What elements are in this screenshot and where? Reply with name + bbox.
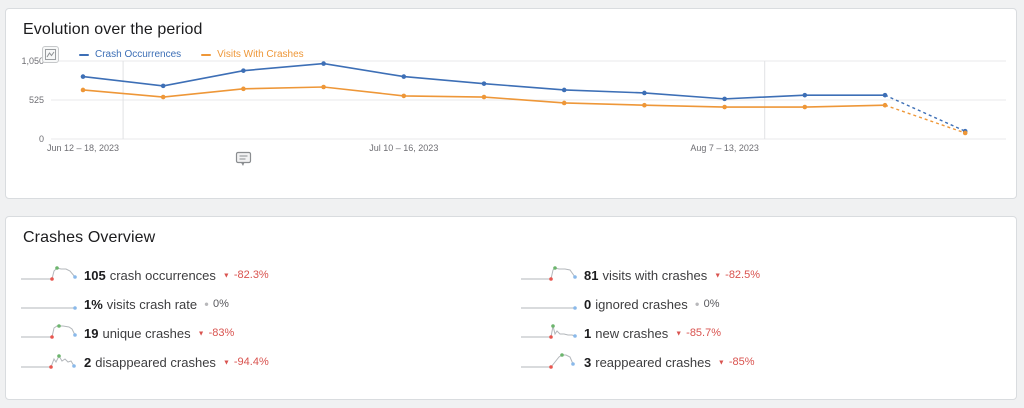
crashes-overview-title: Crashes Overview xyxy=(23,229,156,246)
metric-value: 3 xyxy=(584,354,592,370)
annotation-comment-icon[interactable] xyxy=(235,151,253,168)
metric-row[interactable]: 1% visits crash rate ● 0% xyxy=(21,293,521,315)
evolution-card: Evolution over the period Crash Occurren… xyxy=(5,8,1017,199)
legend-swatch-crash-occurrences xyxy=(79,53,89,56)
metric-label: visits crash rate xyxy=(106,296,198,312)
metrics-grid: 105 crash occurrences ▼ -82.3% 81 visits… xyxy=(21,264,1003,373)
svg-text:Aug 7 – 13, 2023: Aug 7 – 13, 2023 xyxy=(690,143,759,153)
metric-row[interactable]: 1 new crashes ▼ -85.7% xyxy=(521,322,1003,344)
metric-sparkline xyxy=(21,324,77,339)
metric-change: -94.4% xyxy=(233,356,269,368)
svg-text:Jun 12 – 18, 2023: Jun 12 – 18, 2023 xyxy=(47,143,119,153)
metric-label: visits with crashes xyxy=(602,267,708,283)
crashes-overview-card: Crashes Overview 105 crash occurrences ▼… xyxy=(5,216,1017,400)
metric-label: disappeared crashes xyxy=(95,354,216,370)
mini-chart-icon xyxy=(45,49,56,60)
chart-header: Crash Occurrences Visits With Crashes xyxy=(42,46,304,63)
metric-value: 1 xyxy=(584,325,592,341)
metric-row[interactable]: 0 ignored crashes ● 0% xyxy=(521,293,1003,315)
trend-down-icon: ▼ xyxy=(675,330,683,337)
svg-text:0: 0 xyxy=(39,134,44,144)
chart-type-button[interactable] xyxy=(42,46,59,63)
trend-neutral-icon: ● xyxy=(694,299,700,309)
svg-text:525: 525 xyxy=(29,95,44,105)
metric-value: 0 xyxy=(584,296,592,312)
trend-down-icon: ▼ xyxy=(197,330,205,337)
legend-label-visits-with-crashes: Visits With Crashes xyxy=(217,49,304,60)
metric-sparkline xyxy=(21,266,77,281)
evolution-line-chart[interactable]: 0 525 1,050 Jun 12 – 18, 2023 Jul 10 – 16, 2… xyxy=(6,9,1016,198)
metric-sparkline xyxy=(521,324,577,339)
legend-item-crash-occurrences[interactable]: Crash Occurrences xyxy=(79,49,181,60)
metric-label: ignored crashes xyxy=(595,296,688,312)
metric-sparkline xyxy=(521,266,577,281)
trend-down-icon: ▼ xyxy=(222,272,230,279)
metric-value: 81 xyxy=(584,267,599,283)
metric-change: 0% xyxy=(703,298,720,310)
metric-value: 1% xyxy=(84,296,103,312)
metric-label: new crashes xyxy=(595,325,669,341)
metric-change: -85% xyxy=(728,356,755,368)
legend-label-crash-occurrences: Crash Occurrences xyxy=(95,49,182,60)
evolution-card-title: Evolution over the period xyxy=(23,21,203,38)
metric-value: 19 xyxy=(84,325,99,341)
metric-label: reappeared crashes xyxy=(595,354,711,370)
trend-down-icon: ▼ xyxy=(714,272,722,279)
trend-down-icon: ▼ xyxy=(717,359,725,366)
metric-sparkline xyxy=(21,354,76,369)
metric-change: -82.5% xyxy=(725,269,761,281)
legend-item-visits-with-crashes[interactable]: Visits With Crashes xyxy=(201,49,304,60)
metric-change: -85.7% xyxy=(686,327,722,339)
metric-value: 105 xyxy=(84,267,106,283)
svg-text:Jul 10 – 16, 2023: Jul 10 – 16, 2023 xyxy=(369,143,438,153)
metric-sparkline xyxy=(521,306,577,310)
metric-row[interactable]: 81 visits with crashes ▼ -82.5% xyxy=(521,264,1003,286)
metric-row[interactable]: 105 crash occurrences ▼ -82.3% xyxy=(21,264,521,286)
metric-change: -83% xyxy=(208,327,235,339)
trend-down-icon: ▼ xyxy=(222,359,230,366)
metric-sparkline xyxy=(21,306,77,310)
svg-text:1,050: 1,050 xyxy=(21,56,44,66)
trend-neutral-icon: ● xyxy=(204,299,209,309)
metric-row[interactable]: 3 reappeared crashes ▼ -85% xyxy=(521,351,1003,373)
metric-row[interactable]: 19 unique crashes ▼ -83% xyxy=(21,322,521,344)
metric-label: crash occurrences xyxy=(109,267,216,283)
metric-row[interactable]: 2 disappeared crashes ▼ -94.4% xyxy=(21,351,521,373)
metric-value: 2 xyxy=(84,354,92,370)
legend-swatch-visits-with-crashes xyxy=(201,53,212,56)
metric-change: -82.3% xyxy=(233,269,269,281)
metric-label: unique crashes xyxy=(102,325,191,341)
metric-change: 0% xyxy=(212,298,229,310)
metric-sparkline xyxy=(521,353,575,369)
